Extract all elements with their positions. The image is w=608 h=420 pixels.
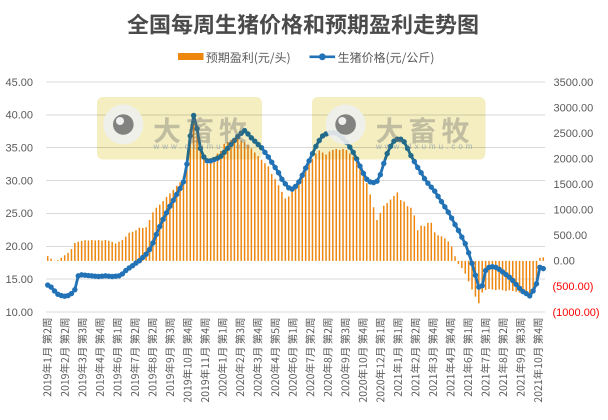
svg-text:45.00: 45.00 — [5, 77, 33, 89]
svg-text:500.00: 500.00 — [554, 230, 588, 242]
svg-text:25.00: 25.00 — [5, 208, 33, 220]
svg-text:40.00: 40.00 — [5, 110, 33, 122]
svg-text:www.dxumu.com: www.dxumu.com — [375, 142, 475, 151]
svg-text:(1000.00): (1000.00) — [553, 307, 600, 319]
svg-text:0.00: 0.00 — [554, 256, 575, 268]
svg-text:10.00: 10.00 — [5, 307, 33, 319]
svg-text:1500.00: 1500.00 — [554, 179, 594, 191]
svg-text:15.00: 15.00 — [5, 274, 33, 286]
svg-text:3500.00: 3500.00 — [554, 77, 594, 89]
svg-text:3000.00: 3000.00 — [554, 102, 594, 114]
svg-text:20.00: 20.00 — [5, 241, 33, 253]
svg-text:(500.00): (500.00) — [553, 281, 594, 293]
svg-text:30.00: 30.00 — [5, 175, 33, 187]
svg-text:www.dxumu.com: www.dxumu.com — [153, 142, 253, 151]
svg-text:35.00: 35.00 — [5, 143, 33, 155]
svg-text:2500.00: 2500.00 — [554, 128, 594, 140]
svg-text:1000.00: 1000.00 — [554, 205, 594, 217]
svg-text:2000.00: 2000.00 — [554, 154, 594, 166]
